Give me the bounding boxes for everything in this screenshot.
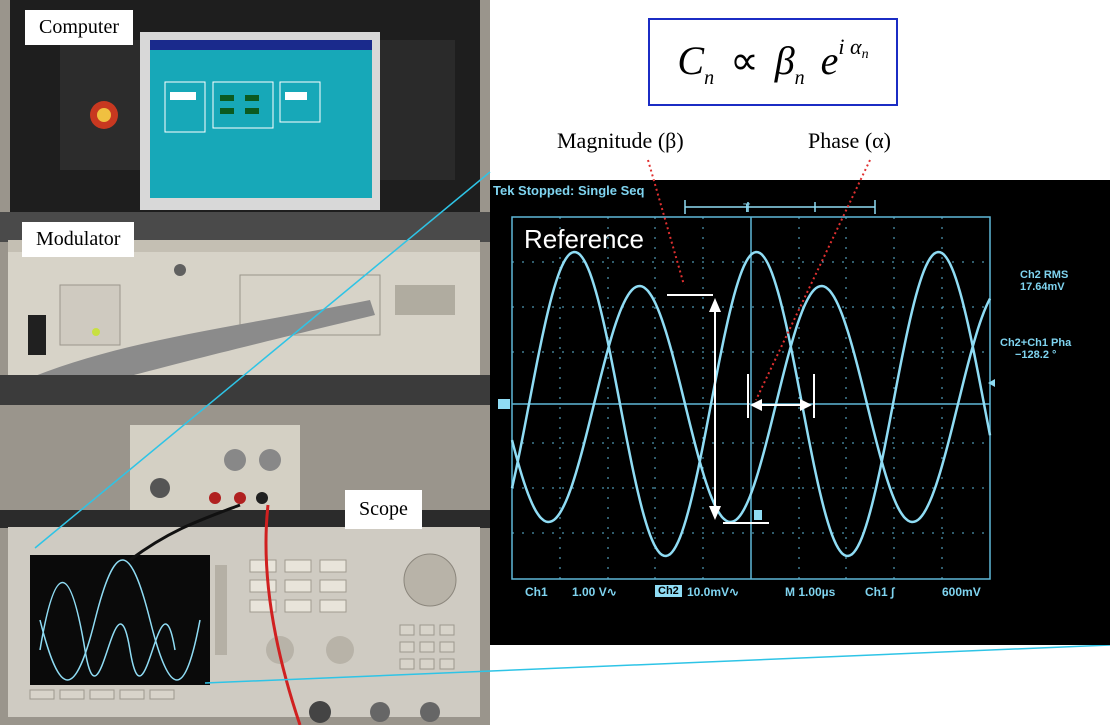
ch2-indicator: Ch2 <box>655 585 682 597</box>
scope-status-header: Tek Stopped: Single Seq <box>493 183 645 198</box>
scope-display: T <box>498 200 995 580</box>
formula-exp-alpha: α <box>850 34 862 59</box>
formula-c: C <box>677 38 705 83</box>
scope-label: Scope <box>345 490 422 529</box>
ch2-rms-label: Ch2 RMS <box>1020 269 1069 281</box>
measured-waveform <box>510 284 992 524</box>
formula-exp-alpha-subscript: n <box>861 47 869 62</box>
trigger-source: Ch1 ∫ <box>865 585 895 599</box>
phase-label: Phase (α) <box>808 128 892 153</box>
reference-trace-label: Reference <box>524 224 644 254</box>
ch2-rms-value: 17.64mV <box>1020 281 1065 293</box>
lab-equipment-photo <box>0 0 490 725</box>
formula-beta-subscript: n <box>794 67 805 89</box>
formula-exp-i: i <box>838 34 845 59</box>
phase-pointer <box>755 159 871 401</box>
formula-c-subscript: n <box>704 67 715 89</box>
magnitude-pointer <box>647 159 685 286</box>
time-base: M 1.00µs <box>785 585 836 599</box>
phase-measure-label: Ch2+Ch1 Pha <box>1000 337 1072 349</box>
ch2-scale: 10.0mV∿ <box>687 585 740 599</box>
equipment-illustration <box>0 0 490 725</box>
phase-measure-value: −128.2 ° <box>1015 349 1057 361</box>
computer-label: Computer <box>25 10 133 45</box>
ch1-scale: 1.00 V∿ <box>572 585 617 599</box>
formula-beta: β <box>774 38 795 83</box>
formula: Cn ∝ βn ei αn <box>677 34 868 90</box>
proportional-symbol: ∝ <box>730 38 759 83</box>
modulator-label: Modulator <box>22 222 135 257</box>
trigger-level: 600mV <box>942 585 981 599</box>
formula-e: e <box>820 38 839 83</box>
callout-line-top <box>34 171 491 549</box>
reference-waveform <box>510 250 992 558</box>
formula-box: Cn ∝ βn ei αn <box>648 18 898 106</box>
callout-line-bottom <box>204 644 1110 684</box>
monitor-screen <box>150 40 372 198</box>
svg-text:T: T <box>743 201 751 215</box>
scope-screen: T Tek Stopped: Single <box>490 180 1110 645</box>
ch1-indicator: Ch1 <box>525 585 548 599</box>
magnitude-label: Magnitude (β) <box>557 128 684 153</box>
oscilloscope-small-screen <box>30 555 210 685</box>
